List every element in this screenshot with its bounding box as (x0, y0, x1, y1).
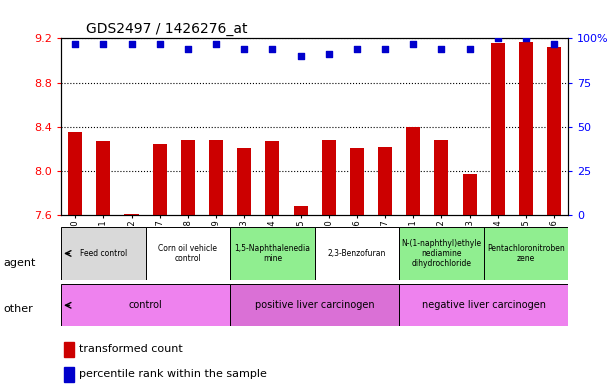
Bar (153, 144, 167, 215)
Point (380, 46, 390, 52)
Text: Feed control: Feed control (80, 249, 127, 258)
Bar (61, 227, 145, 280)
Bar (64, 366, 74, 382)
Text: GDS2497 / 1426276_at: GDS2497 / 1426276_at (87, 22, 248, 36)
Bar (406, 127, 420, 215)
Text: negative liver carcinogen: negative liver carcinogen (422, 300, 546, 310)
Bar (519, 42, 533, 215)
Point (268, 46, 277, 52)
Bar (399, 227, 484, 280)
Point (521, 35, 531, 41)
Bar (265, 141, 279, 215)
Text: 1,5-Naphthalenedia
mine: 1,5-Naphthalenedia mine (235, 244, 310, 263)
Bar (484, 227, 568, 280)
Bar (230, 284, 399, 326)
Text: Corn oil vehicle
control: Corn oil vehicle control (158, 244, 218, 263)
Point (98, 41, 108, 47)
Bar (64, 342, 74, 356)
Text: positive liver carcinogen: positive liver carcinogen (255, 300, 375, 310)
Bar (237, 148, 251, 215)
Bar (322, 140, 336, 215)
Point (324, 51, 334, 57)
Text: transformed count: transformed count (79, 344, 183, 354)
Bar (68, 132, 82, 215)
Bar (547, 47, 561, 215)
Bar (350, 148, 364, 215)
Bar (378, 147, 392, 215)
Bar (491, 43, 505, 215)
Point (240, 46, 249, 52)
Point (352, 46, 362, 52)
Point (408, 41, 418, 47)
Point (126, 41, 136, 47)
Bar (61, 284, 230, 326)
Text: percentile rank within the sample: percentile rank within the sample (79, 369, 267, 379)
Point (465, 46, 475, 52)
Bar (434, 140, 448, 215)
Point (155, 41, 164, 47)
Bar (125, 214, 139, 215)
Text: other: other (3, 304, 33, 314)
Text: control: control (129, 300, 163, 310)
Point (436, 46, 446, 52)
Point (70, 41, 80, 47)
Bar (145, 227, 230, 280)
Point (549, 41, 559, 47)
Bar (209, 140, 223, 215)
Bar (463, 174, 477, 215)
Point (493, 35, 503, 41)
Text: 2,3-Benzofuran: 2,3-Benzofuran (327, 249, 386, 258)
Point (183, 46, 193, 52)
Point (211, 41, 221, 47)
Bar (230, 227, 315, 280)
Bar (293, 206, 307, 215)
Bar (97, 141, 111, 215)
Bar (181, 140, 195, 215)
Bar (399, 284, 568, 326)
Text: agent: agent (3, 258, 35, 268)
Point (296, 53, 306, 59)
Text: N-(1-naphthyl)ethyle
nediamine
dihydrochloride: N-(1-naphthyl)ethyle nediamine dihydroch… (401, 238, 481, 268)
Bar (315, 227, 399, 280)
Text: Pentachloronitroben
zene: Pentachloronitroben zene (487, 244, 565, 263)
